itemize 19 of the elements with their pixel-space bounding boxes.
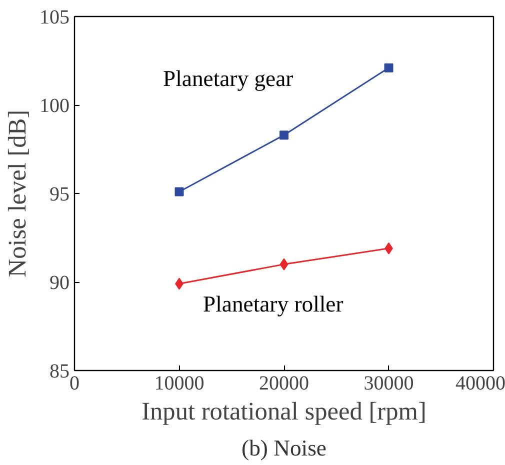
x-tick-label: 30000 [364,372,414,394]
x-tick-label: 0 [70,372,80,394]
y-tick-label: 100 [40,95,70,117]
point [280,258,288,270]
x-axis-title: Input rotational speed [rpm] [142,398,426,426]
x-tick-label: 20000 [259,372,309,394]
point [384,63,394,72]
x-tick-label: 10000 [154,372,204,394]
y-tick-label: 85 [50,360,70,382]
x-tick-label: 40000 [456,372,505,394]
point [174,187,184,196]
y-tick-label: 95 [50,184,70,206]
text: (b) Noise [242,436,326,460]
point [280,130,288,140]
series-label: Planetary gear [163,66,294,92]
y-tick-label: 90 [50,272,70,294]
series-label: Planetary roller [203,291,344,316]
y-tick-label: 105 [40,6,70,28]
y-axis-title: Noise level [dB] [4,110,32,278]
